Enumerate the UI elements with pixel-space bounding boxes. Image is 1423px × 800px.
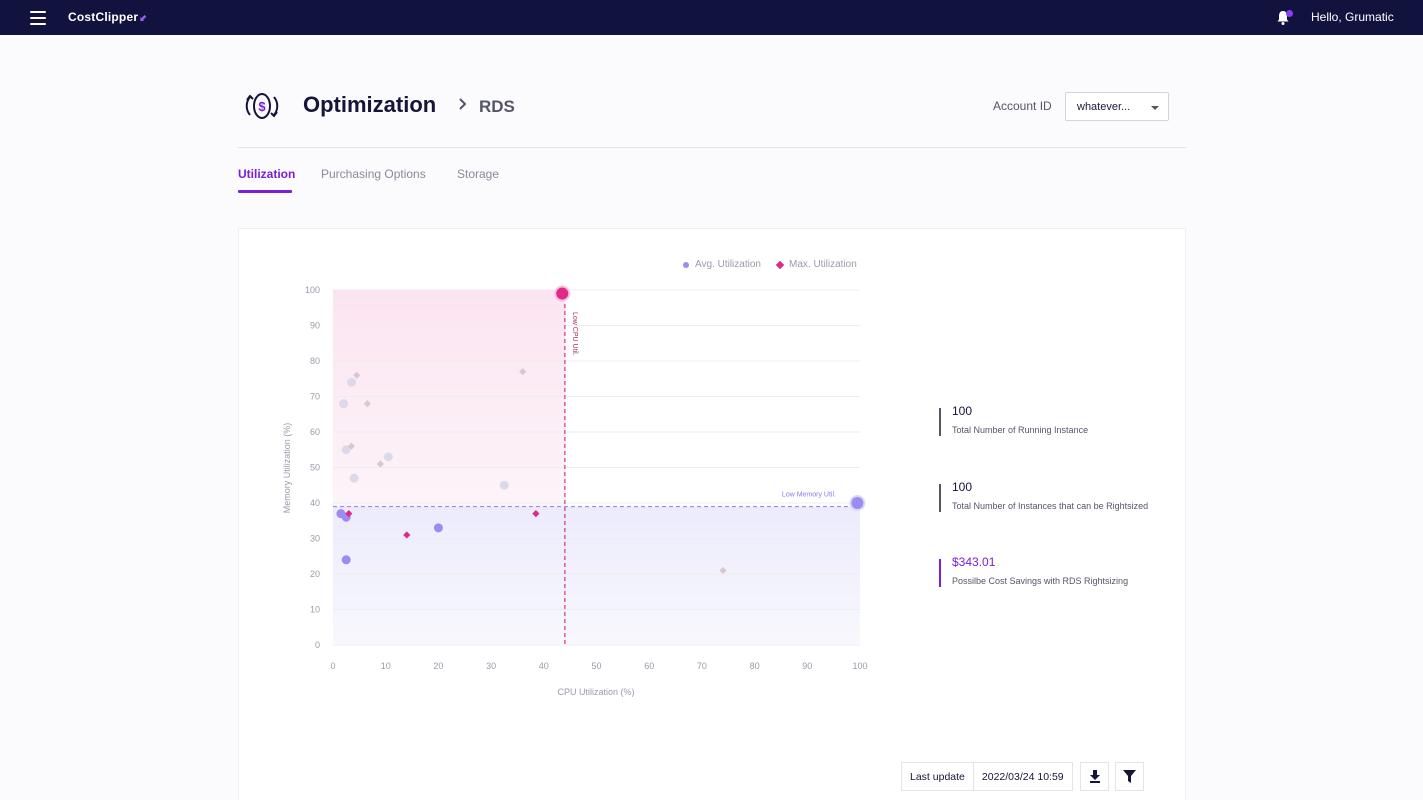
tab-utilization[interactable]: Utilization: [238, 167, 296, 181]
avg-utilization-point: [339, 399, 349, 409]
y-tick-label: 40: [310, 498, 320, 508]
stat-value: 100: [952, 404, 973, 418]
memory-threshold-label: Low Memory Util.: [782, 492, 836, 499]
y-tick-label: 30: [310, 534, 320, 544]
y-tick-label: 50: [310, 463, 320, 473]
max-utilization-point: [719, 566, 727, 575]
filter-button[interactable]: [1115, 762, 1144, 791]
header-divider: [238, 147, 1186, 148]
avg-utilization-point: [383, 452, 393, 462]
max-utilization-point: [363, 400, 371, 408]
active-tab-indicator: [238, 190, 292, 193]
max-utilization-point: [532, 510, 540, 518]
avg-marker-icon: [683, 261, 689, 268]
bell-icon[interactable]: [1276, 10, 1290, 26]
download-icon: [1089, 770, 1100, 783]
y-tick-label: 90: [310, 321, 320, 331]
tab-storage[interactable]: Storage: [457, 167, 500, 181]
x-tick-label: 10: [381, 661, 391, 671]
stat-label: Possilbe Cost Savings with RDS Rightsizi…: [952, 576, 1129, 586]
account-id-label: Account ID: [993, 99, 1052, 113]
filter-icon: [1123, 770, 1136, 783]
stat-bar: [939, 408, 941, 436]
x-axis-label: CPU Utilization (%): [557, 687, 634, 697]
legend-max[interactable]: Max. Utilization: [775, 259, 857, 270]
svg-text:$: $: [258, 99, 266, 114]
max-utilization-point: [345, 510, 353, 518]
download-button[interactable]: [1080, 762, 1109, 791]
max-utilization-point: [353, 371, 361, 379]
max-utilization-point: [403, 531, 411, 539]
avg-utilization-point: [349, 473, 359, 483]
last-update-label: Last update: [902, 763, 974, 790]
tab-purchasing-options[interactable]: Purchasing Options: [321, 167, 426, 181]
user-greeting[interactable]: Hello, Grumatic: [1311, 10, 1394, 24]
account-id-value: whatever...: [1077, 101, 1131, 113]
low-memory-zone: [333, 506, 860, 645]
avg-utilization-point: [851, 497, 864, 509]
avg-utilization-point: [346, 377, 356, 387]
chevron-right-icon: [459, 98, 467, 110]
y-tick-label: 10: [310, 605, 320, 615]
cpu-threshold-label: Low CPU Util.: [571, 312, 578, 356]
stat-bar: [939, 559, 941, 587]
max-utilization-point: [376, 460, 385, 468]
x-tick-label: 20: [433, 661, 443, 671]
notification-dot: [1286, 10, 1293, 17]
stat-bar: [939, 484, 941, 512]
y-tick-label: 0: [315, 640, 320, 650]
y-tick-label: 100: [305, 285, 320, 295]
legend-avg[interactable]: Avg. Utilization: [683, 259, 761, 270]
x-tick-label: 70: [697, 661, 707, 671]
avg-utilization-point: [499, 480, 509, 490]
brand-logo[interactable]: CostClipper⬋: [68, 10, 147, 24]
legend-max-label: Max. Utilization: [789, 259, 857, 270]
y-tick-label: 80: [310, 356, 320, 366]
stat-label: Total Number of Running Instance: [952, 425, 1089, 435]
y-axis-label: Memory Utilization (%): [282, 423, 292, 514]
x-tick-label: 0: [330, 661, 335, 671]
cost-cycle-icon: $: [245, 93, 279, 119]
max-utilization-point: [347, 442, 356, 450]
stat-label: Total Number of Instances that can be Ri…: [952, 501, 1149, 511]
avg-utilization-point: [341, 555, 351, 565]
y-tick-label: 60: [310, 427, 320, 437]
x-tick-label: 30: [486, 661, 496, 671]
x-tick-label: 60: [644, 661, 654, 671]
x-tick-label: 100: [852, 661, 867, 671]
avg-utilization-point: [433, 523, 443, 533]
y-tick-label: 70: [310, 392, 320, 402]
stat-value: 100: [952, 480, 973, 494]
last-update-box: Last update 2022/03/24 10:59: [901, 762, 1073, 791]
low-cpu-zone: [333, 290, 565, 507]
x-tick-label: 40: [539, 661, 549, 671]
breadcrumb-current: RDS: [479, 97, 515, 116]
x-tick-label: 80: [750, 661, 760, 671]
avg-utilization-point: [341, 445, 351, 455]
x-tick-label: 90: [802, 661, 812, 671]
y-tick-label: 20: [310, 569, 320, 579]
avg-utilization-point: [556, 287, 569, 300]
x-tick-label: 50: [591, 661, 601, 671]
caret-down-icon: [1151, 106, 1159, 110]
menu-icon[interactable]: [30, 11, 46, 25]
max-utilization-point: [519, 368, 527, 376]
legend-avg-label: Avg. Utilization: [695, 259, 761, 270]
top-bar: CostClipper⬋ Hello, Grumatic: [0, 0, 1423, 35]
last-update-value: 2022/03/24 10:59: [981, 770, 1064, 783]
stat-value: $343.01: [952, 555, 996, 569]
page-title: Optimization: [303, 92, 437, 117]
account-id-select[interactable]: whatever...: [1065, 92, 1169, 121]
